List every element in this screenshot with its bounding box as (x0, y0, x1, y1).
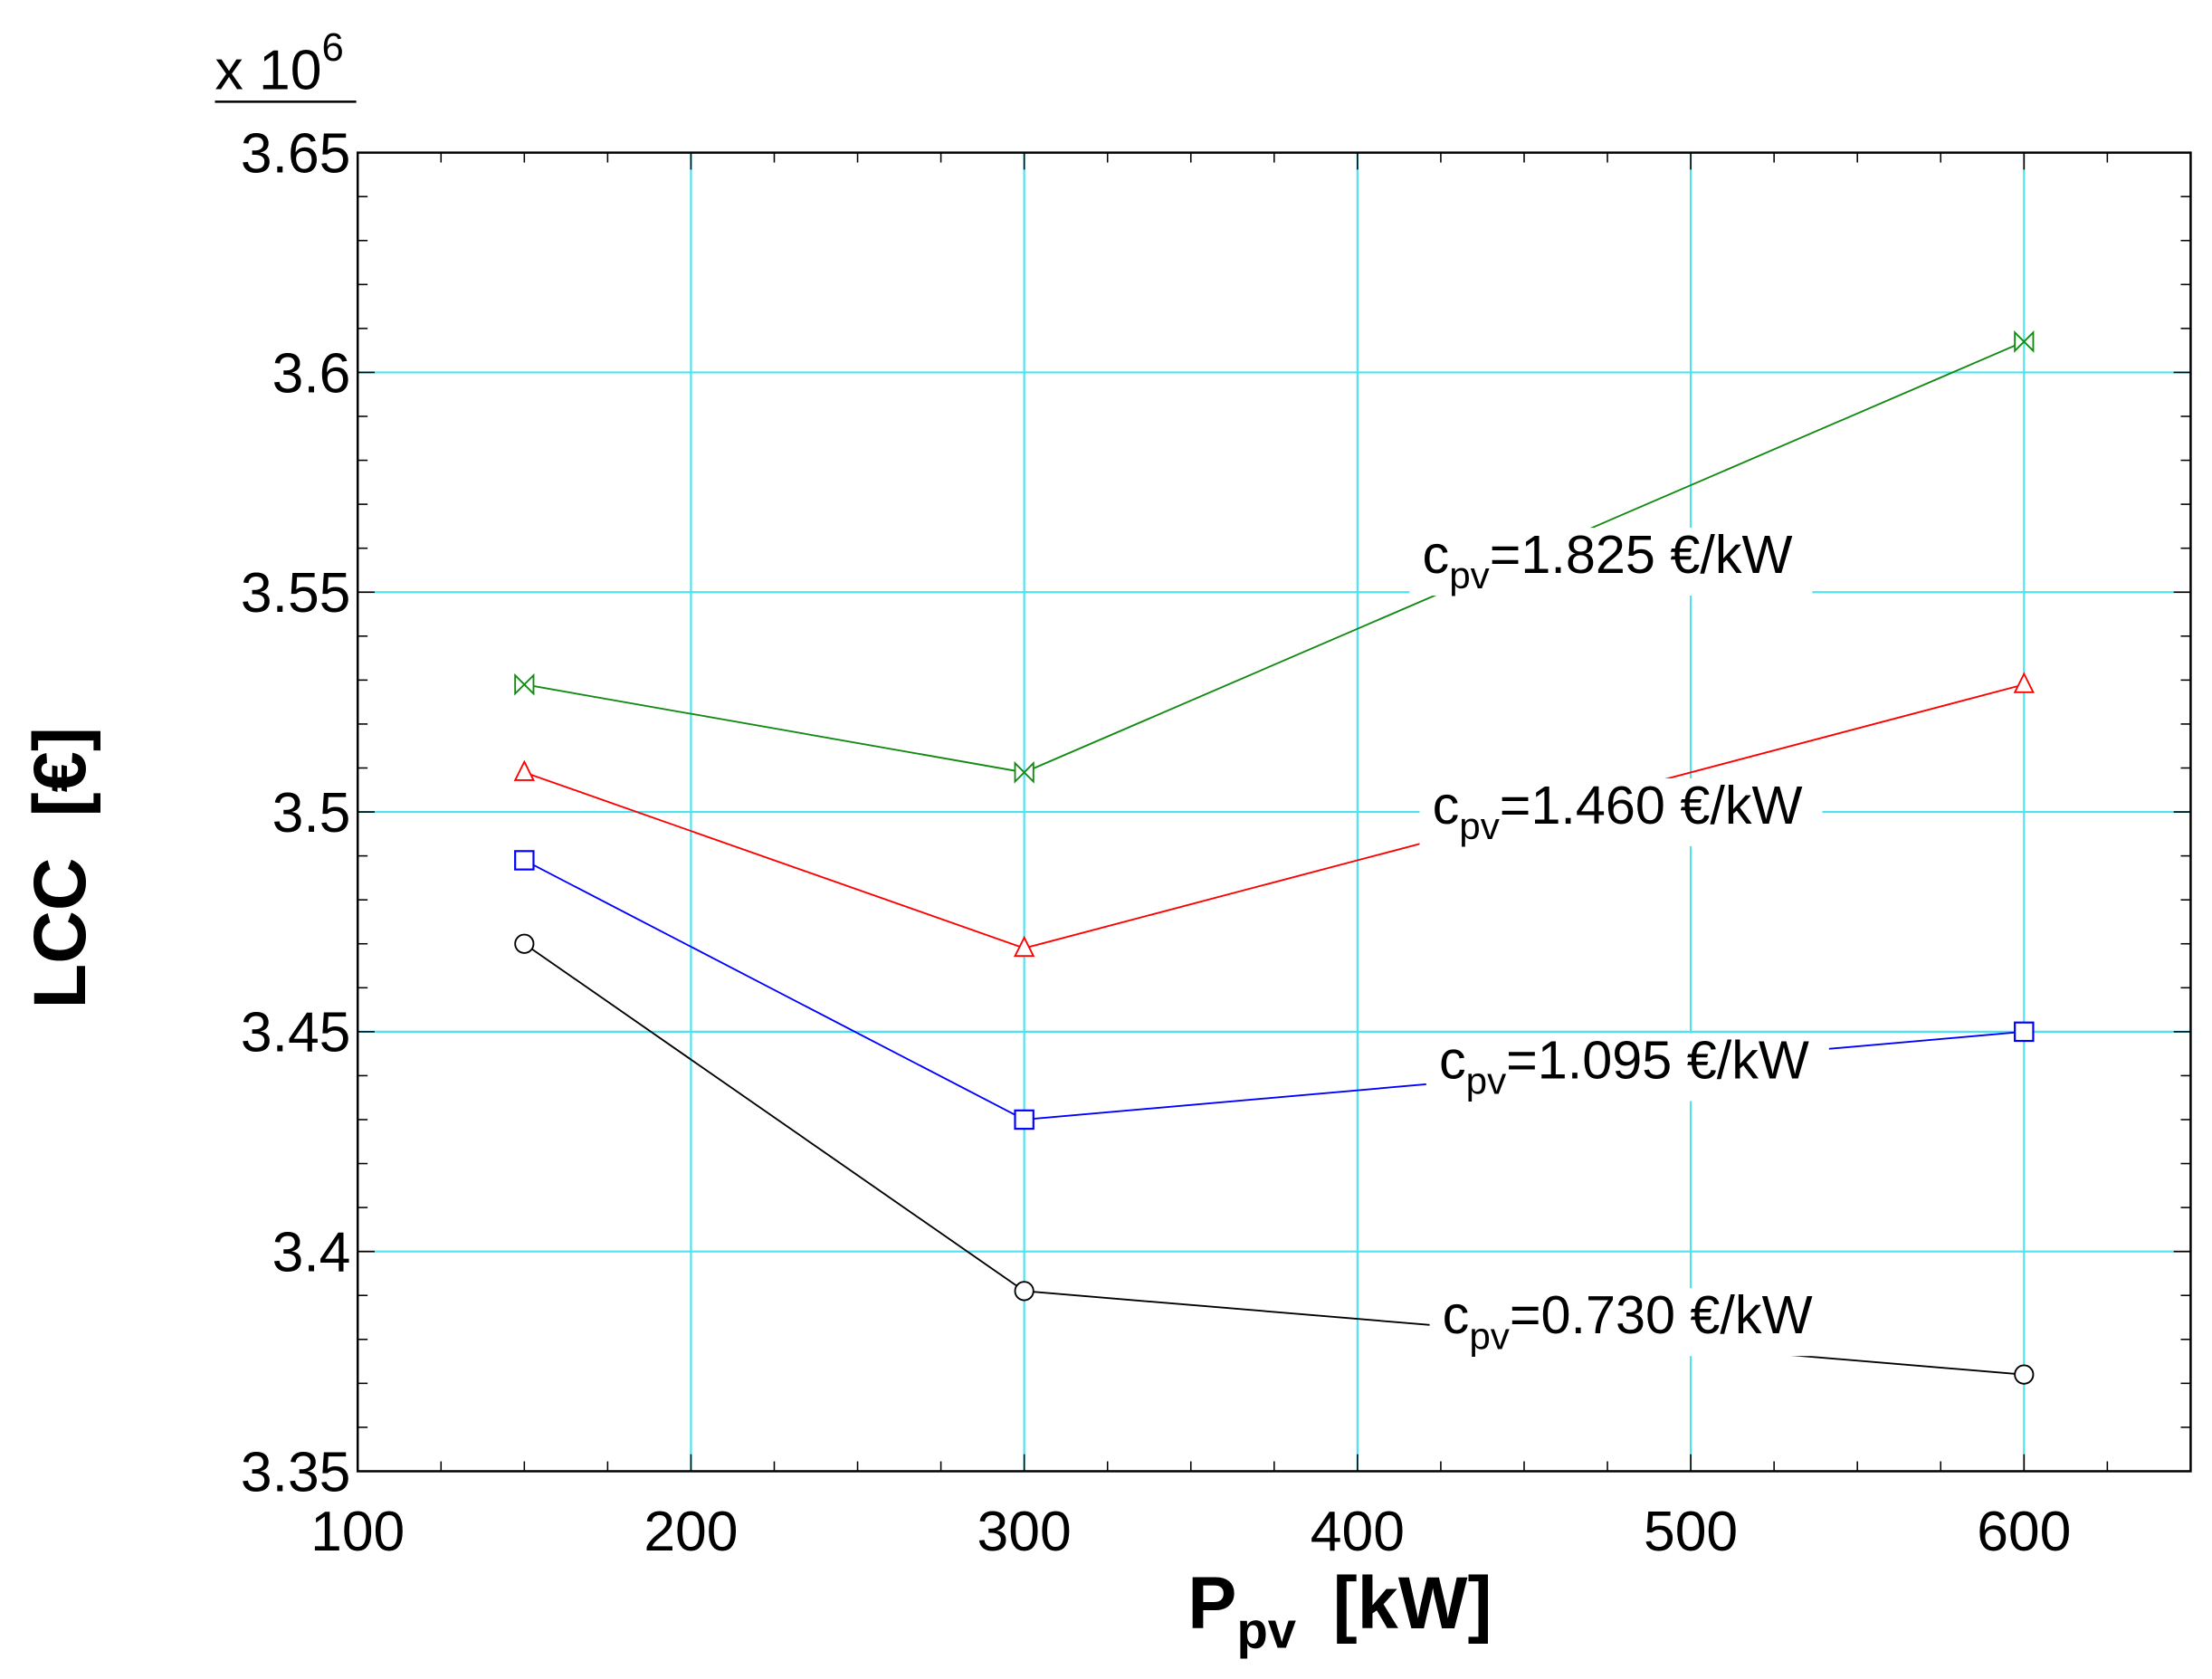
y-tick-label: 3.5 (272, 781, 351, 844)
y-tick-label: 3.45 (241, 1001, 351, 1064)
square-marker (514, 850, 535, 871)
series-label: cpv=0.730 €/kW (1429, 1284, 1833, 1357)
x-tick-label: 100 (310, 1500, 405, 1563)
grid (358, 152, 2191, 1472)
bowtie-marker (2014, 330, 2035, 353)
series-labels: cpv=1.825 €/kW cpv=1.460 €/kW cpv=1.095 €/… (1409, 524, 1833, 1357)
x-tick-label: 500 (1644, 1500, 1738, 1563)
x-axis-title-main: P (1187, 1563, 1236, 1645)
triangle-marker (2013, 672, 2035, 693)
x-axis-title-sub: pv (1236, 1602, 1296, 1659)
x-tick-label: 300 (977, 1500, 1072, 1563)
square-marker (2014, 1021, 2035, 1043)
series (513, 330, 2035, 1385)
circle-marker (2014, 1364, 2035, 1385)
y-tick-labels: 3.35 3.4 3.45 3.5 3.55 3.6 3.65 (241, 121, 351, 1503)
series-label-background (1425, 1033, 1829, 1102)
svg-text:x 106: x 106 (215, 25, 344, 101)
plot-frame (356, 151, 2192, 1473)
y-multiplier-exponent: 6 (322, 25, 344, 70)
x-axis-title-unit: [kW] (1333, 1563, 1492, 1645)
series-label-background (1419, 777, 1823, 846)
series-label-background (1429, 1288, 1833, 1357)
y-tick-label: 3.55 (241, 561, 351, 625)
series-label-text: cpv=1.095 €/kW (1439, 1030, 1809, 1102)
y-tick-label: 3.35 (241, 1440, 351, 1503)
circle-marker (514, 933, 535, 954)
square-marker (1014, 1109, 1034, 1130)
triangle-marker (1013, 935, 1035, 958)
x-tick-label: 400 (1311, 1500, 1405, 1563)
bowtie-marker (514, 673, 535, 696)
series-label: cpv=1.460 €/kW (1419, 775, 1823, 847)
bowtie-marker (1014, 760, 1034, 784)
y-tick-label: 3.6 (272, 341, 351, 405)
series-label-text: cpv=1.460 €/kW (1433, 775, 1803, 847)
series-triangle (513, 672, 2035, 958)
series-label-background (1409, 528, 1813, 596)
y-tick-label: 3.4 (272, 1221, 351, 1284)
y-axis-title: LCC [€] (20, 727, 101, 1008)
y-axis-multiplier: x 106 (215, 25, 357, 103)
series-label-text: cpv=1.825 €/kW (1423, 524, 1793, 596)
x-tick-label: 200 (644, 1500, 738, 1563)
x-axis-title: Ppv [kW] (1187, 1563, 1492, 1659)
series-label: cpv=1.095 €/kW (1425, 1030, 1829, 1102)
y-multiplier-base: x 10 (215, 38, 322, 101)
series-label-text: cpv=0.730 €/kW (1443, 1284, 1813, 1357)
triangle-marker (513, 759, 535, 781)
series-bowtie (514, 330, 2035, 784)
x-tick-labels: 100 200 300 400 500 600 (310, 1500, 2071, 1563)
series-label: cpv=1.825 €/kW (1409, 524, 1813, 596)
circle-marker (1014, 1281, 1034, 1302)
x-tick-label: 600 (1977, 1500, 2071, 1563)
y-tick-label: 3.65 (241, 121, 351, 185)
